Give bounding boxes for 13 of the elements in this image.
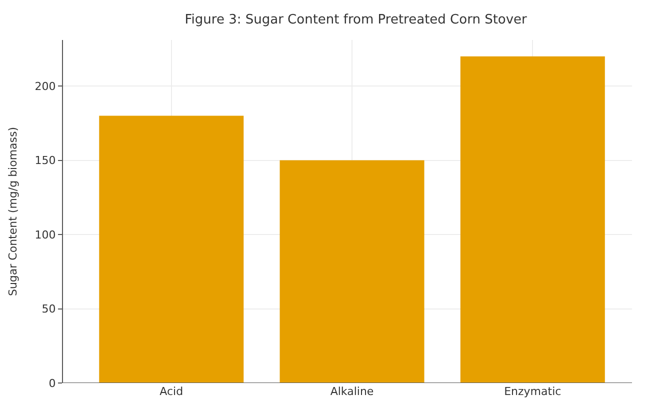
chart-title: Figure 3: Sugar Content from Pretreated Corn Stover <box>184 12 528 28</box>
x-tick-label: Alkaline <box>330 385 374 398</box>
bar <box>99 116 244 383</box>
bar <box>460 56 605 383</box>
x-tick-label: Acid <box>160 385 184 398</box>
y-tick-label: 100 <box>34 228 56 242</box>
y-axis-title: Sugar Content (mg/g biomass) <box>6 126 20 296</box>
y-tick-label: 0 <box>48 376 56 390</box>
y-tick-label: 200 <box>34 80 56 93</box>
bar <box>280 160 424 383</box>
x-tick-label: Enzymatic <box>504 385 562 398</box>
y-tick-label: 50 <box>42 302 56 316</box>
y-tick-label: 150 <box>34 154 56 168</box>
